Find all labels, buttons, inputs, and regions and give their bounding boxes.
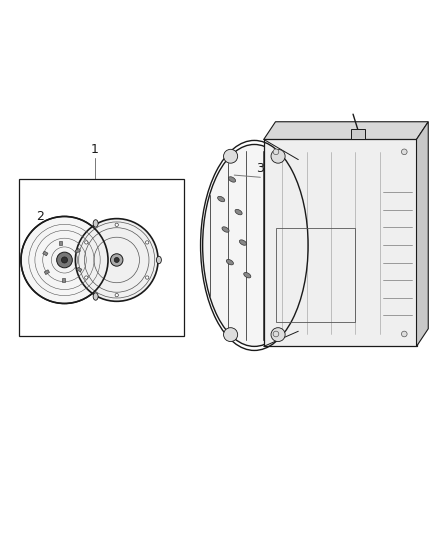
Circle shape — [110, 254, 123, 266]
Bar — [42, 251, 48, 256]
Bar — [62, 278, 65, 282]
Circle shape — [85, 241, 88, 244]
Ellipse shape — [226, 260, 233, 265]
Circle shape — [21, 216, 108, 303]
Circle shape — [115, 294, 118, 297]
Polygon shape — [417, 122, 428, 346]
Circle shape — [402, 149, 407, 155]
Circle shape — [273, 331, 279, 337]
Ellipse shape — [271, 149, 285, 163]
Bar — [59, 240, 62, 245]
Ellipse shape — [203, 144, 306, 346]
Bar — [351, 130, 365, 140]
Ellipse shape — [156, 256, 161, 264]
Circle shape — [114, 257, 119, 262]
Circle shape — [273, 149, 279, 155]
Ellipse shape — [93, 293, 98, 300]
Text: 3: 3 — [256, 162, 264, 175]
Ellipse shape — [222, 227, 229, 232]
Ellipse shape — [93, 220, 98, 227]
Ellipse shape — [229, 177, 236, 182]
Circle shape — [115, 223, 118, 227]
Circle shape — [145, 241, 149, 244]
Circle shape — [57, 252, 72, 268]
Circle shape — [145, 276, 149, 279]
Text: 2: 2 — [37, 210, 45, 223]
Bar — [264, 140, 417, 346]
Bar — [276, 229, 355, 321]
Circle shape — [61, 257, 67, 263]
Ellipse shape — [223, 149, 238, 163]
Ellipse shape — [218, 196, 225, 202]
Ellipse shape — [240, 240, 247, 245]
Circle shape — [402, 331, 407, 337]
Ellipse shape — [244, 272, 251, 278]
Polygon shape — [264, 122, 428, 140]
Circle shape — [75, 219, 158, 301]
Bar — [77, 267, 82, 272]
Ellipse shape — [271, 328, 285, 342]
Bar — [44, 270, 49, 274]
Text: 1: 1 — [91, 142, 99, 156]
Ellipse shape — [235, 209, 242, 215]
Bar — [19, 180, 184, 336]
Circle shape — [85, 276, 88, 279]
Bar — [75, 248, 81, 253]
Ellipse shape — [223, 328, 238, 342]
